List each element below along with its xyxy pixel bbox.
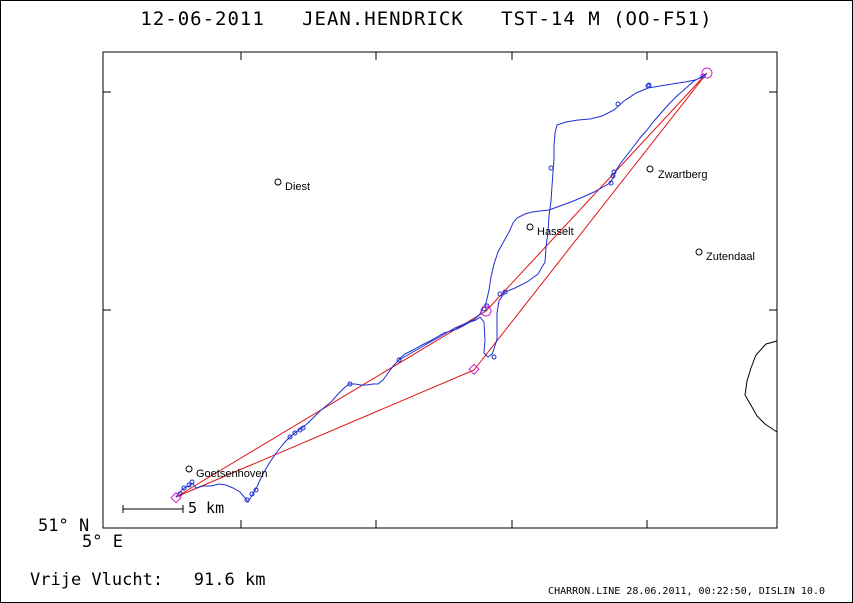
scale-bar bbox=[122, 505, 184, 513]
place-label-hasselt: Hasselt bbox=[537, 226, 574, 238]
turnpoint-markers bbox=[170, 67, 713, 504]
turnpoint-icon bbox=[480, 305, 492, 317]
footer-info: CHARRON.LINE 28.06.2011, 00:22:50, DISLI… bbox=[548, 586, 825, 597]
task-leg-4 bbox=[175, 369, 475, 498]
place-markers: Diest Hasselt Zwartberg Zutendaal Goetse… bbox=[185, 165, 755, 480]
map-plot-frame bbox=[102, 51, 778, 529]
diest-circle-icon bbox=[274, 178, 282, 186]
title-pilot: JEAN.HENDRICK bbox=[302, 8, 464, 30]
diamond-icon bbox=[468, 363, 480, 375]
longitude-label: 5° E bbox=[82, 532, 123, 552]
flight-distance-label: Vrije Vlucht: bbox=[30, 570, 164, 590]
scale-label: 5 km bbox=[188, 499, 225, 517]
hasselt-circle-icon bbox=[526, 223, 534, 231]
latitude-label: 51° N bbox=[38, 516, 90, 536]
task-leg-3 bbox=[473, 72, 708, 371]
goetsenhoven-circle-icon bbox=[185, 465, 193, 473]
flight-distance-value: 91.6 km bbox=[193, 570, 266, 590]
place-label-goetsenhoven: Goetsenhoven bbox=[196, 468, 268, 480]
track-fixes bbox=[177, 73, 706, 503]
zwartberg-circle-icon bbox=[646, 165, 654, 173]
page-title: 12-06-2011 JEAN.HENDRICK TST-14 M (OO-F5… bbox=[0, 8, 853, 30]
zutendaal-circle-icon bbox=[695, 248, 703, 256]
task-leg-1 bbox=[175, 310, 487, 498]
title-glider: TST-14 M (OO-F51) bbox=[501, 8, 713, 30]
flight-track bbox=[175, 73, 707, 503]
place-label-zwartberg: Zwartberg bbox=[658, 169, 708, 181]
turnpoint-icon bbox=[701, 67, 713, 79]
flight-distance: Vrije Vlucht: 91.6 km bbox=[30, 570, 265, 590]
title-date: 12-06-2011 bbox=[140, 8, 265, 30]
place-label-diest: Diest bbox=[285, 181, 310, 193]
place-label-zutendaal: Zutendaal bbox=[706, 251, 755, 263]
border-line bbox=[744, 340, 778, 433]
start-diamond-icon bbox=[170, 492, 182, 504]
axis-ticks bbox=[103, 52, 777, 528]
task-lines bbox=[175, 72, 708, 498]
task-leg-2 bbox=[485, 72, 708, 312]
